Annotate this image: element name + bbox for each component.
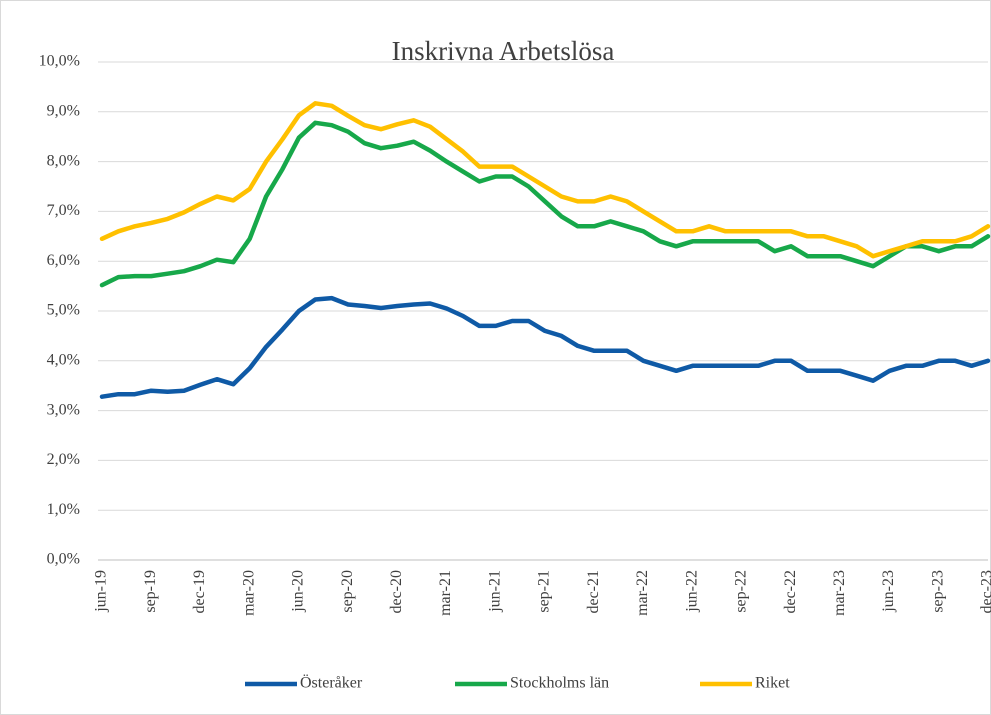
x-tick-label: dec-20 xyxy=(388,570,405,614)
legend-label: Stockholms län xyxy=(510,675,609,692)
x-tick-label: jun-23 xyxy=(880,570,897,613)
legend-label: Österåker xyxy=(300,674,363,692)
y-tick-label: 1,0% xyxy=(47,501,80,518)
y-tick-label: 3,0% xyxy=(47,401,80,418)
x-tick-label: dec-21 xyxy=(585,570,602,614)
x-tick-label: jun-19 xyxy=(93,570,110,613)
line-series xyxy=(99,295,991,399)
legend-label: Riket xyxy=(755,675,790,692)
x-tick-label: dec-23 xyxy=(979,570,991,614)
y-tick-label: 0,0% xyxy=(47,551,80,568)
y-tick-label: 5,0% xyxy=(47,302,80,319)
y-tick-label: 7,0% xyxy=(47,202,80,219)
chart-title: Inskrivna Arbetslösa xyxy=(392,36,615,66)
y-tick-label: 8,0% xyxy=(47,152,80,169)
line-series xyxy=(99,120,991,288)
x-tick-label: jun-21 xyxy=(486,570,503,613)
x-tick-label: dec-22 xyxy=(782,570,799,614)
x-tick-label: sep-20 xyxy=(339,570,356,613)
x-tick-label: mar-23 xyxy=(831,570,848,616)
y-tick-label: 9,0% xyxy=(47,102,80,119)
y-tick-label: 2,0% xyxy=(47,451,80,468)
x-tick-label: jun-20 xyxy=(290,570,307,613)
x-tick-label: mar-20 xyxy=(240,570,257,616)
y-tick-label: 4,0% xyxy=(47,351,80,368)
x-tick-label: sep-19 xyxy=(142,570,159,613)
x-tick-label: jun-22 xyxy=(683,570,700,613)
y-tick-label: 10,0% xyxy=(39,53,80,70)
x-tick-label: mar-21 xyxy=(437,570,454,616)
x-tick-label: dec-19 xyxy=(191,570,208,614)
y-tick-label: 6,0% xyxy=(47,252,80,269)
line-series xyxy=(99,101,991,259)
x-tick-label: mar-22 xyxy=(634,570,651,616)
x-tick-label: sep-22 xyxy=(733,570,750,613)
x-tick-label: sep-23 xyxy=(929,570,946,613)
x-tick-label: sep-21 xyxy=(536,570,553,613)
